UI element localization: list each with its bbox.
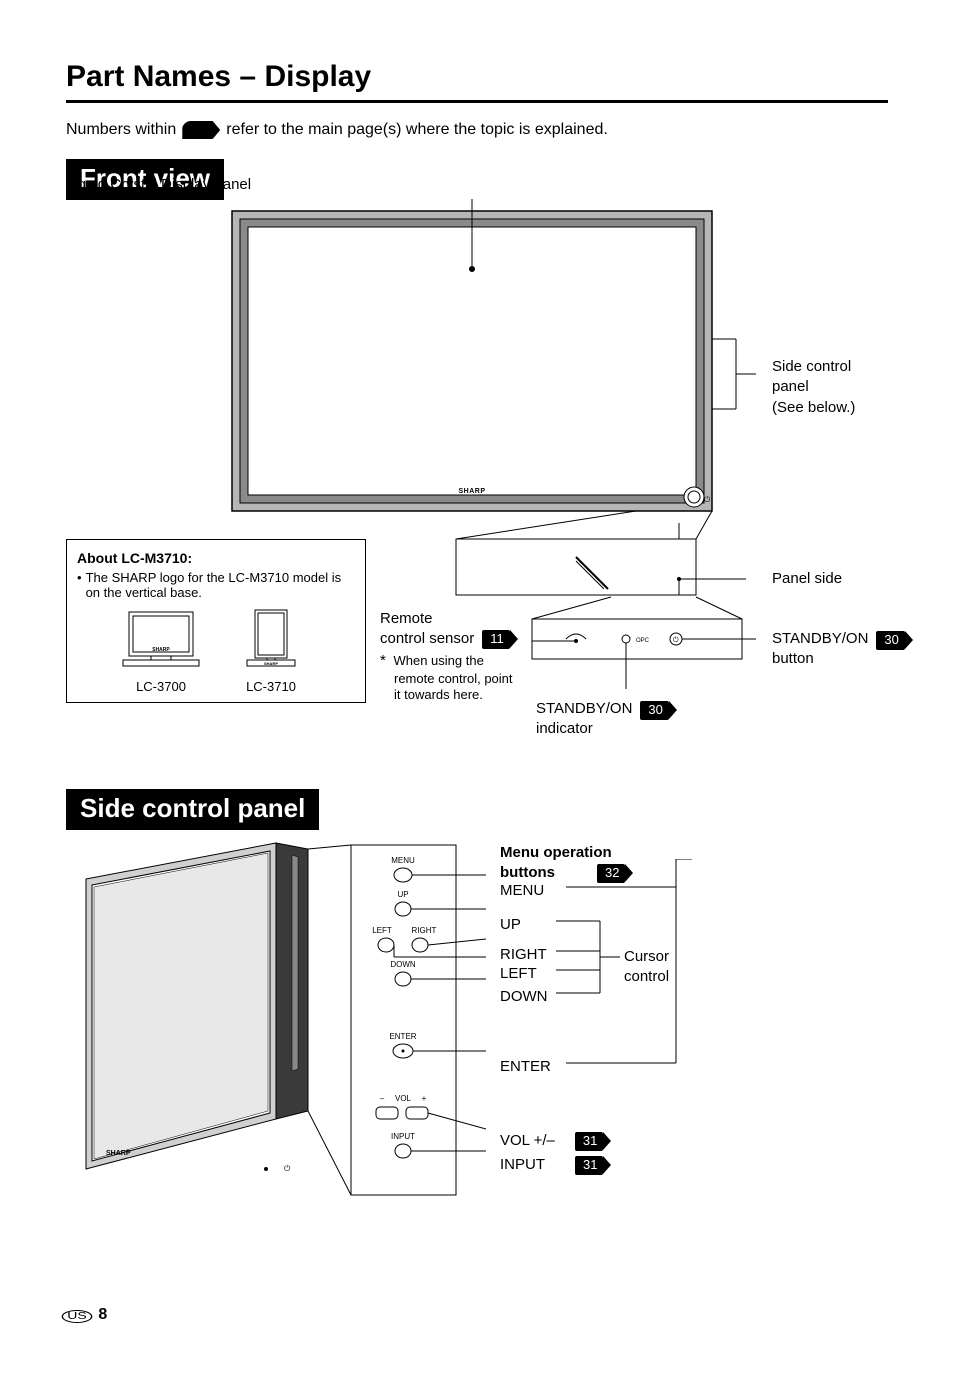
vol-label: VOL +/– (500, 1131, 555, 1151)
svg-text:VOL: VOL (395, 1094, 412, 1103)
up-label: UP (500, 915, 521, 935)
model-left-icon: SHARP (121, 608, 201, 674)
svg-text:⏻: ⏻ (284, 1164, 291, 1173)
svg-text:LEFT: LEFT (372, 926, 392, 935)
input-row: INPUT 31 (500, 1155, 603, 1175)
remote-line2: control sensor (380, 629, 474, 649)
model-right-label: LC-3710 (231, 679, 311, 694)
left-label: LEFT (500, 964, 537, 984)
svg-text:SHARP: SHARP (264, 661, 278, 666)
standby-btn-2: button (772, 649, 868, 669)
scp-label-1: Side control panel (772, 357, 888, 398)
side-control-panel-label: Side control panel (See below.) (772, 357, 888, 418)
about-heading: About LC-M3710: (77, 550, 355, 566)
remote-note-3: it towards here. (394, 687, 483, 704)
svg-text:MENU: MENU (391, 856, 415, 865)
about-box: About LC-M3710: • The SHARP logo for the… (66, 539, 366, 703)
standby-ind-1: STANDBY/ON (536, 699, 632, 719)
svg-text:⏻: ⏻ (673, 636, 679, 644)
about-text-2: on the vertical base. (86, 585, 342, 600)
side-panel-heading: Side control panel (66, 789, 319, 830)
svg-text:SHARP: SHARP (106, 1150, 131, 1157)
right-label: RIGHT (500, 945, 547, 965)
region-code: US (62, 1310, 93, 1323)
svg-text:SHARP: SHARP (458, 488, 485, 495)
remote-sensor-label: Remote control sensor 11 (380, 609, 510, 650)
svg-text:UP: UP (397, 890, 408, 899)
svg-text:ENTER: ENTER (389, 1032, 416, 1041)
page-title: Part Names – Display (66, 60, 888, 103)
lcd-panel-label: Liquid Crystal Display panel (66, 175, 251, 195)
standby-btn-1: STANDBY/ON (772, 629, 868, 649)
input-page-ref: 31 (575, 1156, 603, 1175)
model-right-icon: SHARP (231, 608, 311, 674)
panel-side-label: Panel side (772, 569, 842, 589)
vol-page-ref: 31 (575, 1132, 603, 1151)
standby-indicator-label: STANDBY/ON indicator 30 (536, 699, 669, 740)
enter-label: ENTER (500, 1057, 551, 1077)
svg-text:RIGHT: RIGHT (412, 926, 437, 935)
intro-line: Numbers within refer to the main page(s)… (66, 121, 888, 139)
intro-before: Numbers within (66, 121, 176, 139)
model-left-label: LC-3700 (121, 679, 201, 694)
intro-after: refer to the main page(s) where the topi… (226, 121, 608, 139)
vol-row: VOL +/– 31 (500, 1131, 603, 1151)
remote-star: * (380, 652, 386, 669)
page-number: 8 (98, 1306, 107, 1323)
remote-note: * When using the remote control, point i… (380, 651, 513, 704)
svg-text:DOWN: DOWN (390, 960, 416, 969)
standby-button-label: STANDBY/ON button 30 (772, 629, 905, 670)
svg-text:–: – (380, 1094, 385, 1103)
input-label: INPUT (500, 1155, 545, 1175)
about-text-1: The SHARP logo for the LC-M3710 model is (86, 570, 342, 585)
remote-note-1: When using the (393, 653, 483, 668)
svg-text:OPC: OPC (636, 638, 650, 644)
svg-text:SHARP: SHARP (152, 647, 170, 653)
standby-ind-2: indicator (536, 719, 632, 739)
standby-indicator-page-ref: 30 (640, 701, 668, 720)
standby-button-page-ref: 30 (876, 631, 904, 650)
side-view-diagram: SHARP MENU UP LEFT RIGHT DOWN ENTER – (66, 839, 486, 1219)
page-ref-icon (182, 121, 220, 139)
menu-op-bracket-icon (566, 859, 696, 1069)
svg-text:+: + (422, 1094, 427, 1103)
svg-text:⏻: ⏻ (704, 495, 711, 504)
remote-note-2: remote control, point (394, 671, 513, 688)
remote-sensor-page-ref: 11 (482, 630, 510, 649)
down-label: DOWN (500, 987, 548, 1007)
bullet-icon: • (77, 570, 82, 600)
svg-text:INPUT: INPUT (391, 1132, 415, 1141)
scp-label-2: (See below.) (772, 398, 888, 418)
remote-line1: Remote (380, 609, 510, 629)
menu-label: MENU (500, 881, 544, 901)
page-footer: US 8 (66, 1306, 107, 1324)
